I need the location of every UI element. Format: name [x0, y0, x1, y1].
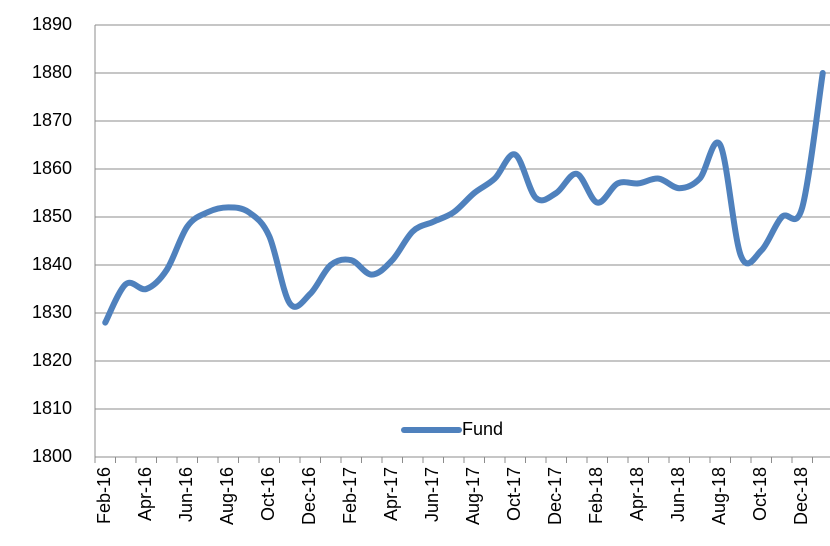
x-tick-label: Dec-18 — [791, 467, 811, 525]
data-line — [102, 70, 826, 326]
x-tick-label: Aug-16 — [217, 467, 237, 525]
x-tick-label: Jun-17 — [422, 467, 442, 522]
x-tick-label: Oct-18 — [750, 467, 770, 521]
y-tick-label: 1870 — [32, 110, 72, 130]
x-tick-label: Jun-16 — [176, 467, 196, 522]
x-tick-label: Aug-17 — [463, 467, 483, 525]
y-tick-label: 1850 — [32, 206, 72, 226]
y-tick-label: 1890 — [32, 14, 72, 34]
x-tick-label: Aug-18 — [709, 467, 729, 525]
x-tick-label: Oct-17 — [504, 467, 524, 521]
x-tick-label: Apr-18 — [627, 467, 647, 521]
y-tick-label: 1800 — [32, 446, 72, 466]
x-tick-label: Feb-18 — [586, 467, 606, 524]
y-tick-label: 1860 — [32, 158, 72, 178]
y-tick-label: 1840 — [32, 254, 72, 274]
x-tick-label: Apr-17 — [381, 467, 401, 521]
x-tick-label: Feb-17 — [340, 467, 360, 524]
x-tick-label: Feb-16 — [94, 467, 114, 524]
x-tick-label: Dec-17 — [545, 467, 565, 525]
y-tick-label: 1820 — [32, 350, 72, 370]
x-tick-label: Apr-16 — [135, 467, 155, 521]
x-tick-label: Dec-16 — [299, 467, 319, 525]
y-tick-label: 1880 — [32, 62, 72, 82]
y-tick-label: 1810 — [32, 398, 72, 418]
legend-label: Fund — [462, 419, 503, 439]
x-tick-label: Jun-18 — [668, 467, 688, 522]
y-tick-label: 1830 — [32, 302, 72, 322]
x-tick-label: Oct-16 — [258, 467, 278, 521]
